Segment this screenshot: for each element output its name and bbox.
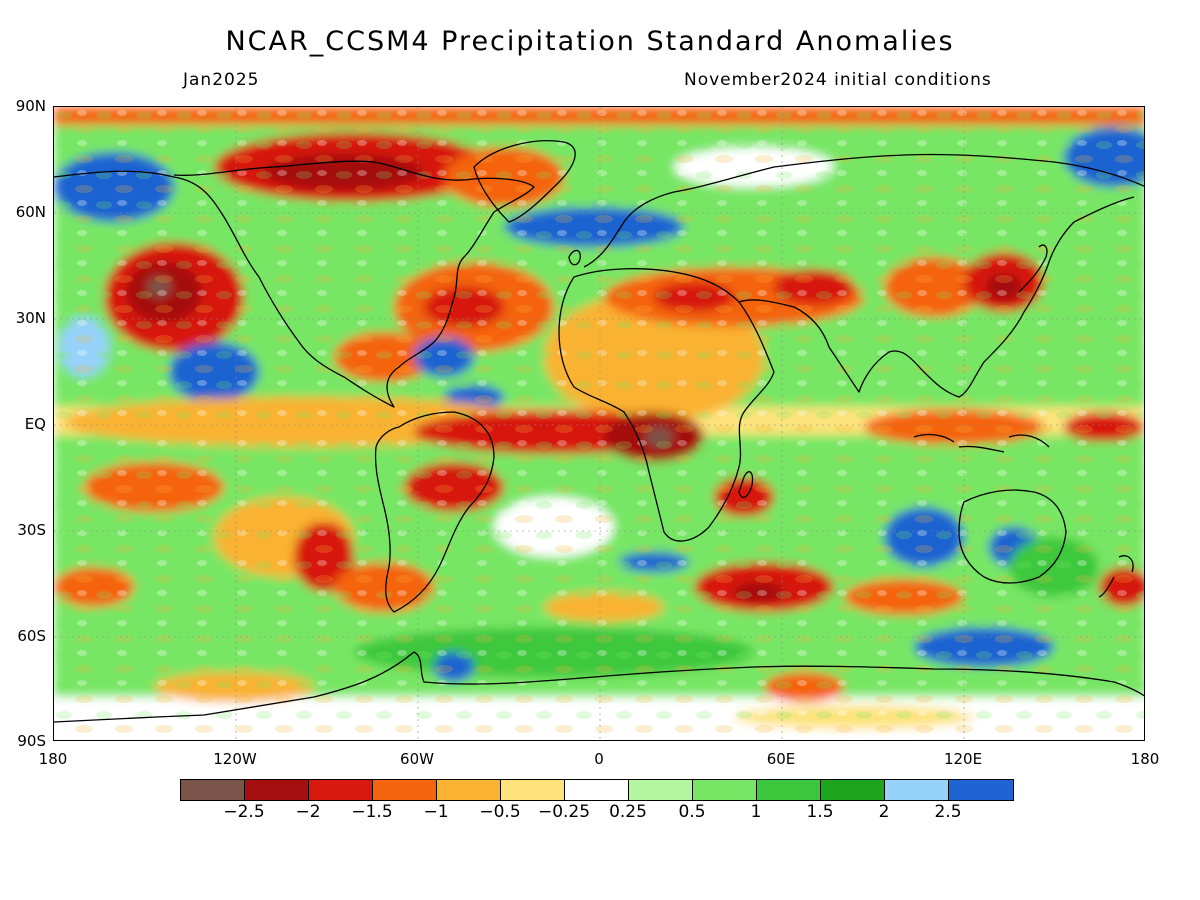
colorbar-swatch-10 [821, 780, 885, 800]
forecast-month: Jan2025 [183, 70, 260, 90]
lon-label-180w: 180 [38, 750, 68, 768]
lat-label-eq: EQ [24, 415, 46, 433]
colorbar-swatch-11 [885, 780, 949, 800]
colorbar-swatch-7 [629, 780, 693, 800]
colorbar-swatch-12 [949, 780, 1013, 800]
colorbar-label-10: 2 [878, 802, 890, 822]
colorbar [180, 779, 1014, 801]
lon-label-180e: 180 [1130, 750, 1160, 768]
colorbar-swatch-3 [373, 780, 437, 800]
lat-label-30s: 30S [17, 521, 46, 539]
chart-title: NCAR_CCSM4 Precipitation Standard Anomal… [225, 26, 955, 57]
lat-label-60s: 60S [17, 627, 46, 645]
graticule [54, 107, 1144, 740]
lon-label-60w: 60W [400, 750, 434, 768]
lat-label-30n: 30N [15, 309, 46, 327]
colorbar-label-6: 0.25 [609, 802, 647, 822]
colorbar-swatch-9 [757, 780, 821, 800]
colorbar-label-9: 1.5 [806, 802, 834, 822]
lat-label-60n: 60N [15, 203, 46, 221]
colorbar-label-1: −2 [295, 802, 321, 822]
colorbar-label-5: −0.25 [537, 802, 591, 822]
lat-label-90n: 90N [15, 97, 46, 115]
lon-label-120e: 120E [943, 750, 983, 768]
colorbar-swatch-8 [693, 780, 757, 800]
colorbar-label-4: −0.5 [479, 802, 521, 822]
colorbar-swatch-4 [437, 780, 501, 800]
lon-label-120w: 120W [213, 750, 257, 768]
lat-label-90s: 90S [17, 732, 46, 750]
colorbar-swatch-6 [565, 780, 629, 800]
precip-anomaly-map [53, 106, 1145, 741]
lon-label-60e: 60E [766, 750, 796, 768]
colorbar-label-8: 1 [750, 802, 762, 822]
colorbar-swatch-5 [501, 780, 565, 800]
colorbar-label-2: −1.5 [351, 802, 393, 822]
colorbar-label-7: 0.5 [678, 802, 706, 822]
lon-label-0: 0 [594, 750, 604, 768]
initial-conditions: November2024 initial conditions [684, 70, 992, 90]
colorbar-label-11: 2.5 [934, 802, 962, 822]
colorbar-label-3: −1 [423, 802, 449, 822]
colorbar-swatch-2 [309, 780, 373, 800]
coastlines [54, 140, 1144, 723]
colorbar-swatch-0 [181, 780, 245, 800]
colorbar-label-0: −2.5 [223, 802, 265, 822]
colorbar-swatch-1 [245, 780, 309, 800]
